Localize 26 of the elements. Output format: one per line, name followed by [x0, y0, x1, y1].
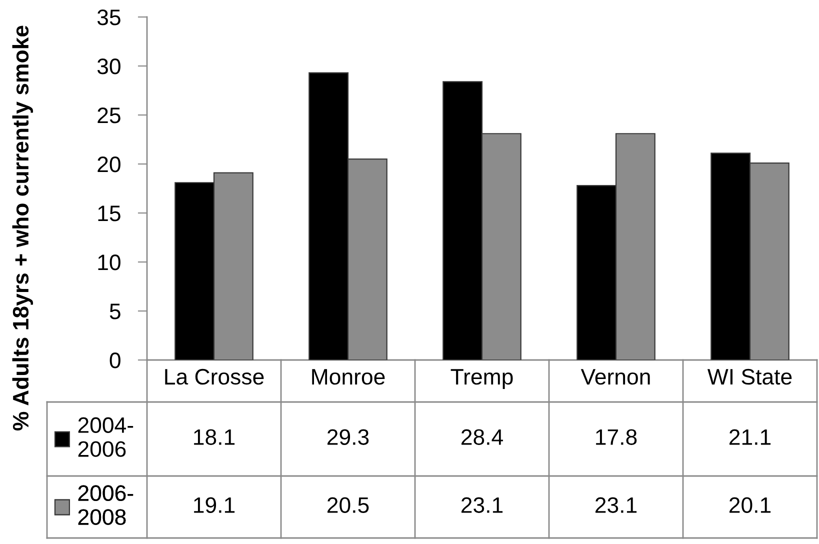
x-tick-label: Vernon	[580, 369, 650, 385]
legend-label: 2004-2006	[78, 417, 134, 457]
y-tick-label: 25	[98, 108, 120, 124]
y-axis-title: % Adults 18yrs + who currently smoke	[12, 26, 33, 430]
data-label: 17.8	[596, 429, 637, 445]
y-tick-label: 10	[98, 254, 120, 270]
y-tick-label: 0	[110, 352, 120, 368]
data-label: 18.1	[194, 429, 235, 445]
data-label: 23.1	[461, 497, 503, 513]
data-label: 23.1	[595, 497, 637, 513]
data-label: 29.3	[327, 429, 369, 445]
data-label: 20.1	[729, 497, 771, 513]
y-tick-label: 30	[97, 58, 120, 74]
y-tick-label: 20	[98, 156, 120, 172]
y-tick-label: 5	[110, 304, 120, 320]
legend-label: 2006-2008	[78, 485, 134, 525]
x-tick-label: La Crosse	[165, 368, 264, 385]
data-label: 19.1	[194, 497, 235, 513]
x-tick-label: Monroe	[312, 369, 385, 385]
data-label: 21.1	[729, 429, 771, 445]
data-label: 20.5	[327, 497, 369, 513]
x-tick-label: WI State	[707, 368, 792, 385]
y-tick-label: 15	[98, 206, 120, 222]
x-tick-label: Tremp	[450, 369, 513, 390]
y-tick-label: 35	[97, 10, 120, 26]
data-label: 28.4	[461, 429, 503, 445]
